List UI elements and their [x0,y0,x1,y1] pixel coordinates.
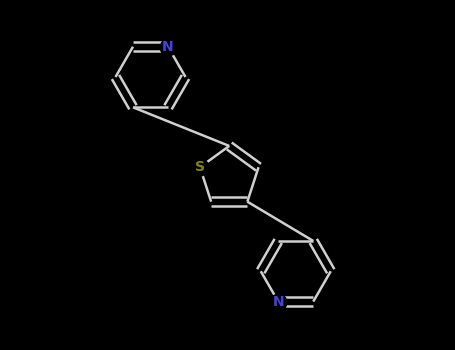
Text: N: N [273,295,284,309]
Text: N: N [162,40,174,54]
Text: S: S [195,160,205,174]
